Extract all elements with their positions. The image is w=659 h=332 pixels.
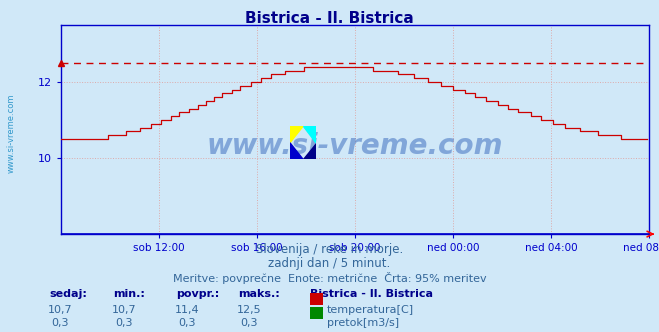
Polygon shape	[290, 143, 303, 159]
Text: 11,4: 11,4	[175, 305, 200, 315]
Text: Meritve: povprečne  Enote: metrične  Črta: 95% meritev: Meritve: povprečne Enote: metrične Črta:…	[173, 272, 486, 284]
Text: sedaj:: sedaj:	[49, 289, 87, 299]
Text: povpr.:: povpr.:	[177, 289, 220, 299]
Text: www.si-vreme.com: www.si-vreme.com	[7, 93, 16, 173]
Polygon shape	[290, 126, 303, 143]
Polygon shape	[303, 126, 316, 143]
Text: min.:: min.:	[113, 289, 145, 299]
Text: 12,5: 12,5	[237, 305, 262, 315]
Text: Slovenija / reke in morje.: Slovenija / reke in morje.	[256, 243, 403, 256]
Text: pretok[m3/s]: pretok[m3/s]	[327, 318, 399, 328]
Text: maks.:: maks.:	[239, 289, 280, 299]
Text: 0,3: 0,3	[179, 318, 196, 328]
Text: 10,7: 10,7	[47, 305, 72, 315]
Text: 0,3: 0,3	[51, 318, 69, 328]
Text: 10,7: 10,7	[111, 305, 136, 315]
Text: www.si-vreme.com: www.si-vreme.com	[207, 132, 503, 160]
Text: Bistrica - Il. Bistrica: Bistrica - Il. Bistrica	[245, 11, 414, 26]
Text: 0,3: 0,3	[115, 318, 132, 328]
Polygon shape	[303, 143, 316, 159]
Text: 0,3: 0,3	[241, 318, 258, 328]
Text: temperatura[C]: temperatura[C]	[327, 305, 414, 315]
Text: zadnji dan / 5 minut.: zadnji dan / 5 minut.	[268, 257, 391, 270]
Text: Bistrica - Il. Bistrica: Bistrica - Il. Bistrica	[310, 289, 433, 299]
